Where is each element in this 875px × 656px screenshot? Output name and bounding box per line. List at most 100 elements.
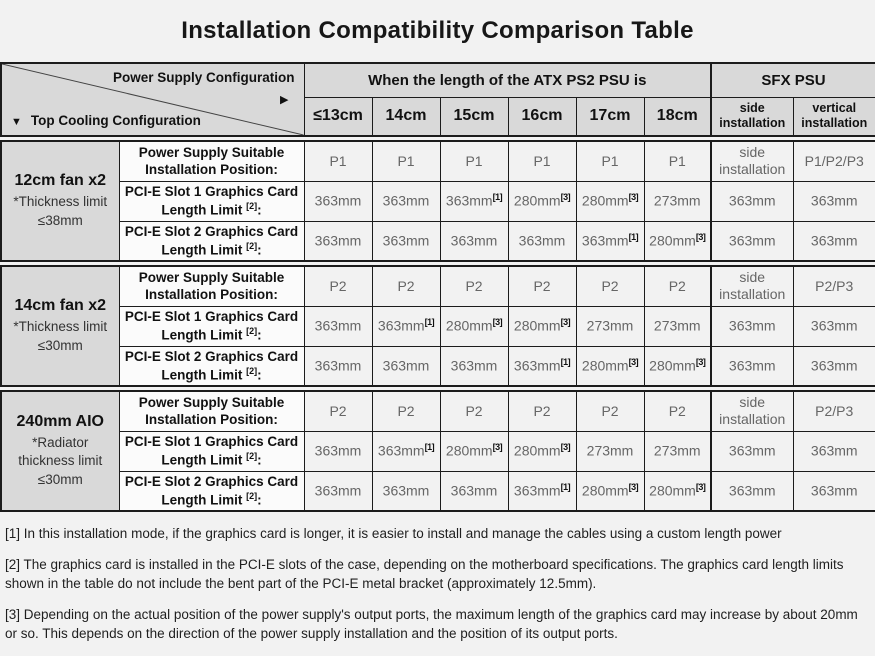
length-cell: 363mm	[792, 345, 875, 387]
length-cell: 363mm	[792, 305, 875, 347]
position-cell: side installation	[710, 265, 794, 307]
length-cell: 363mm	[371, 220, 441, 262]
length-cell: 273mm	[643, 305, 712, 347]
position-cell: P1/P2/P3	[792, 140, 875, 182]
length-cell: 273mm	[643, 430, 712, 472]
row-label-position: Power Supply Suitable Installation Posit…	[118, 265, 305, 307]
length-cell: 363mm	[371, 470, 441, 512]
length-value: 363mm	[728, 192, 776, 209]
position-cell: P2	[643, 390, 712, 432]
length-value: 363mm	[314, 442, 362, 459]
length-cell: 280mm[3]	[507, 180, 577, 222]
length-cell: 363mm	[710, 345, 794, 387]
length-value: 363mm	[810, 482, 858, 499]
row-label-slot2: PCI-E Slot 2 Graphics Card Length Limit …	[118, 220, 305, 262]
length-cell: 363mm	[710, 180, 794, 222]
length-cell: 363mm	[792, 430, 875, 472]
position-cell: P2	[303, 390, 373, 432]
length-cell: 273mm	[643, 180, 712, 222]
length-cell: 363mm	[439, 220, 509, 262]
atx-psu-span-header: When the length of the ATX PS2 PSU is	[303, 62, 712, 98]
position-cell: P2/P3	[792, 265, 875, 307]
length-cell: 363mm	[710, 305, 794, 347]
row-label-slot1: PCI-E Slot 1 Graphics Card Length Limit …	[118, 430, 305, 472]
length-value: 363mm	[810, 232, 858, 249]
page-title: Installation Compatibility Comparison Ta…	[181, 17, 694, 44]
col-header-13cm: ≤13cm	[303, 96, 373, 137]
footnote-ref: [3]	[560, 316, 571, 327]
position-cell: P1	[371, 140, 441, 182]
footnote-ref: [3]	[628, 481, 639, 492]
length-cell: 363mm	[710, 220, 794, 262]
diagonal-line	[2, 64, 304, 135]
col-header-15cm: 15cm	[439, 96, 509, 137]
length-cell: 363mm	[303, 305, 373, 347]
length-value: 363mm	[314, 357, 362, 374]
footnote-ref: [3]	[695, 481, 706, 492]
position-cell: P2	[439, 390, 509, 432]
corner-power-supply-label: Power Supply Configuration	[113, 70, 295, 85]
position-cell: P1	[439, 140, 509, 182]
footnote-1: [1] In this installation mode, if the gr…	[5, 526, 782, 541]
group-note: *Thickness limit ≤38mm	[13, 194, 108, 228]
group-label-12cm-fan: 12cm fan x2 *Thickness limit ≤38mm	[0, 140, 120, 262]
length-value: 363mm	[810, 357, 858, 374]
length-value: 363mm	[513, 357, 561, 374]
length-value: 280mm	[445, 317, 493, 334]
length-cell: 363mm[1]	[439, 180, 509, 222]
position-cell: P1	[507, 140, 577, 182]
length-cell: 280mm[3]	[643, 345, 712, 387]
length-value: 363mm	[314, 192, 362, 209]
length-value: 280mm	[649, 482, 696, 499]
length-value: 363mm	[810, 317, 858, 334]
col-header-18cm: 18cm	[643, 96, 712, 137]
position-cell: P2	[371, 265, 441, 307]
col-header-14cm: 14cm	[371, 96, 441, 137]
length-cell: 363mm	[371, 345, 441, 387]
length-value: 280mm	[445, 442, 493, 459]
position-cell: side installation	[710, 390, 794, 432]
length-value: 280mm	[513, 317, 561, 334]
length-value: 280mm	[581, 482, 629, 499]
length-value: 363mm	[450, 232, 498, 249]
length-value: 363mm	[314, 482, 362, 499]
footnote-ref: [1]	[424, 316, 435, 327]
length-cell: 363mm[1]	[575, 220, 645, 262]
length-value: 363mm	[314, 317, 362, 334]
length-cell: 280mm[3]	[507, 305, 577, 347]
length-value: 280mm	[581, 357, 629, 374]
group-note: *Radiator thickness limit ≤30mm	[18, 435, 103, 487]
compatibility-table-header: Power Supply Configuration ▶ ▼ Top Coolin…	[0, 62, 875, 137]
length-value: 363mm	[314, 232, 362, 249]
length-cell: 280mm[3]	[439, 305, 509, 347]
length-cell: 363mm	[371, 180, 441, 222]
group-name: 240mm AIO	[16, 413, 104, 431]
length-value: 363mm	[810, 442, 858, 459]
length-value: 363mm	[728, 357, 776, 374]
footnote-ref: [2]	[246, 365, 258, 376]
length-cell: 363mm	[303, 430, 373, 472]
length-cell: 280mm[3]	[439, 430, 509, 472]
length-value: 363mm	[581, 232, 629, 249]
group-note: *Thickness limit ≤30mm	[13, 319, 108, 353]
length-value: 273mm	[653, 442, 701, 459]
footnote-3: [3] Depending on the actual position of …	[5, 606, 858, 642]
footnote-ref: [3]	[560, 191, 571, 202]
length-cell: 363mm[1]	[507, 345, 577, 387]
position-cell: P2	[371, 390, 441, 432]
group-14cm-fan: 14cm fan x2 *Thickness limit ≤30mm Power…	[0, 265, 875, 387]
length-cell: 363mm	[439, 345, 509, 387]
length-value: 363mm	[445, 192, 493, 209]
position-cell: P2	[507, 265, 577, 307]
footnote-ref: [3]	[695, 356, 706, 367]
footnote-ref: [1]	[492, 191, 503, 202]
length-value: 363mm	[810, 192, 858, 209]
position-cell: P2	[643, 265, 712, 307]
right-arrow-icon: ▶	[280, 94, 289, 106]
length-value: 363mm	[728, 232, 776, 249]
position-cell: P2	[507, 390, 577, 432]
length-value: 280mm	[513, 192, 561, 209]
position-cell: P1	[303, 140, 373, 182]
length-cell: 273mm	[575, 430, 645, 472]
length-value: 273mm	[653, 192, 701, 209]
